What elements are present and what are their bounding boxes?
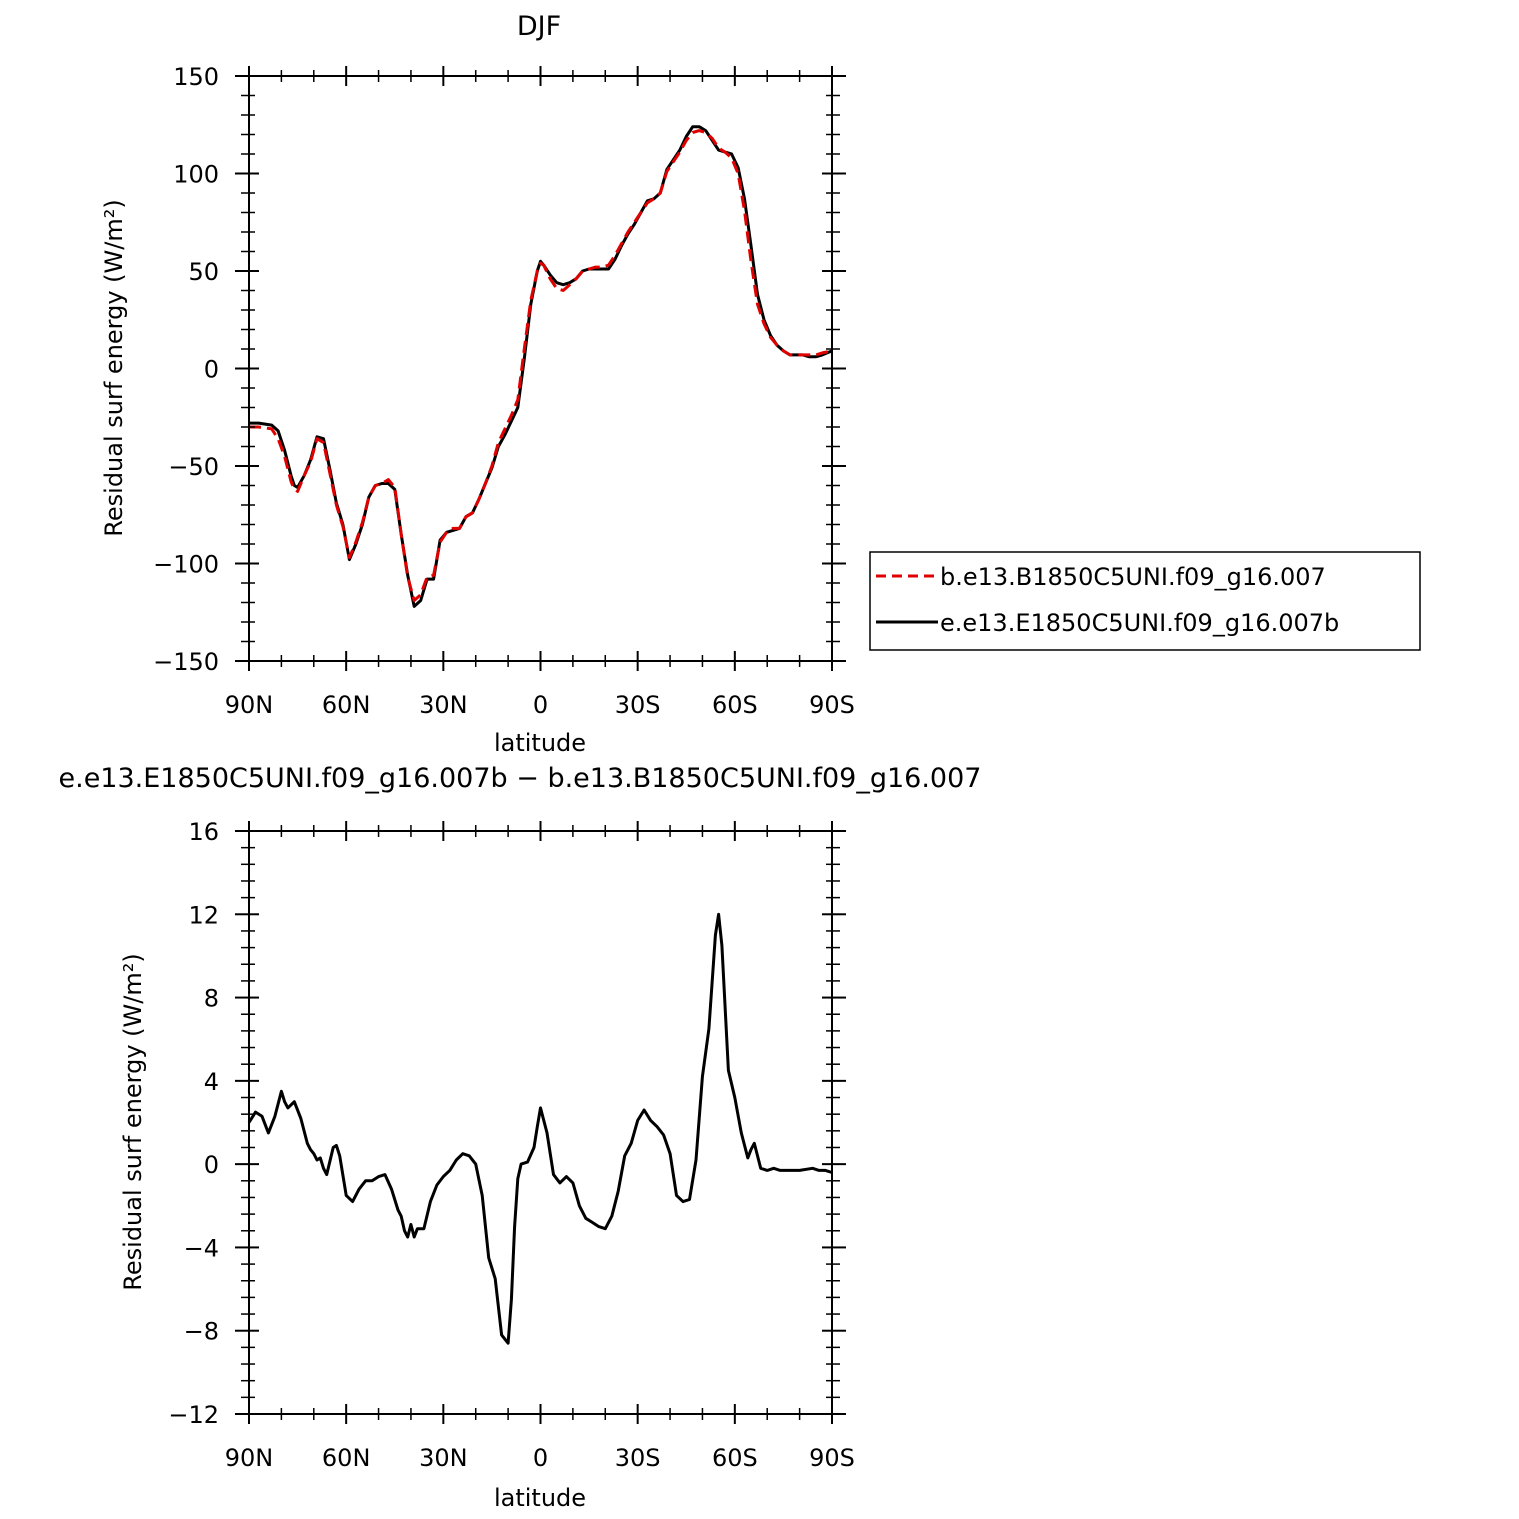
bottom-series-line-0	[247, 912, 833, 1345]
top-x-tick-label: 0	[533, 691, 548, 719]
legend-box	[869, 551, 1421, 651]
bottom-chart-title: e.e13.E1850C5UNI.f09_g16.007b − b.e13.B1…	[59, 763, 982, 794]
bottom-series-group	[247, 912, 833, 1345]
bottom-y-tick-label: 4	[204, 1068, 219, 1096]
bottom-y-tick-label: 16	[188, 818, 219, 846]
top-y-tick-label: 50	[188, 258, 219, 286]
top-series-group	[249, 125, 833, 608]
bottom-x-tick-label: 30S	[615, 1444, 661, 1472]
top-chart-title: DJF	[517, 11, 561, 42]
top-x-tick-label: 90S	[809, 691, 855, 719]
top-y-tick-label: −50	[168, 453, 219, 481]
bottom-x-axis-label: latitude	[494, 1484, 586, 1512]
bottom-plot-frame	[248, 830, 833, 1415]
bottom-x-tick-label: 90S	[809, 1444, 855, 1472]
legend-label-experiment: e.e13.E1850C5UNI.f09_g16.007b	[940, 609, 1339, 637]
bottom-x-tick-label: 60S	[712, 1444, 758, 1472]
legend: b.e13.B1850C5UNI.f09_g16.007 e.e13.E1850…	[869, 551, 1421, 651]
top-y-tick-label: −150	[153, 648, 219, 676]
top-x-tick-label: 30S	[615, 691, 661, 719]
top-y-tick-label: −100	[153, 551, 219, 579]
top-x-tick-label: 60N	[322, 691, 371, 719]
bottom-y-tick-label: 0	[204, 1151, 219, 1179]
bottom-x-tick-label: 90N	[225, 1444, 274, 1472]
top-x-axis-label: latitude	[494, 729, 586, 757]
bottom-panel: e.e13.E1850C5UNI.f09_g16.007b − b.e13.B1…	[59, 763, 982, 1512]
top-x-tick-label: 90N	[225, 691, 274, 719]
top-panel: DJF 90N 60N 30N 0 30S 60S 90S −150 −100 −50 0 50 100…	[100, 11, 1421, 757]
bottom-x-tick-label: 30N	[419, 1444, 468, 1472]
top-y-tick-label: 0	[204, 356, 219, 384]
bottom-x-tick-label: 0	[533, 1444, 548, 1472]
top-series-line-0	[249, 129, 833, 602]
bottom-y-tick-label: −4	[184, 1234, 219, 1262]
top-y-axis-label: Residual surf energy (W/m²)	[100, 199, 128, 536]
bottom-axis-ticks: 90N 60N 30N 0 30S 60S 90S −12 −8 −4 0 4 8 12 16	[168, 818, 855, 1472]
bottom-y-tick-label: −12	[168, 1401, 219, 1429]
top-x-tick-label: 60S	[712, 691, 758, 719]
legend-label-control: b.e13.B1850C5UNI.f09_g16.007	[940, 563, 1326, 591]
top-axis-ticks: 90N 60N 30N 0 30S 60S 90S −150 −100 −50 0 50 100 150	[153, 63, 855, 719]
bottom-y-tick-label: 12	[188, 901, 219, 929]
bottom-y-tick-label: 8	[204, 985, 219, 1013]
top-y-tick-label: 150	[173, 63, 219, 91]
top-x-tick-label: 30N	[419, 691, 468, 719]
top-plot-frame	[248, 75, 833, 662]
top-series-line-1	[249, 125, 833, 608]
bottom-y-tick-label: −8	[184, 1318, 219, 1346]
bottom-y-axis-label: Residual surf energy (W/m²)	[119, 953, 147, 1290]
top-y-tick-label: 100	[173, 161, 219, 189]
bottom-x-tick-label: 60N	[322, 1444, 371, 1472]
